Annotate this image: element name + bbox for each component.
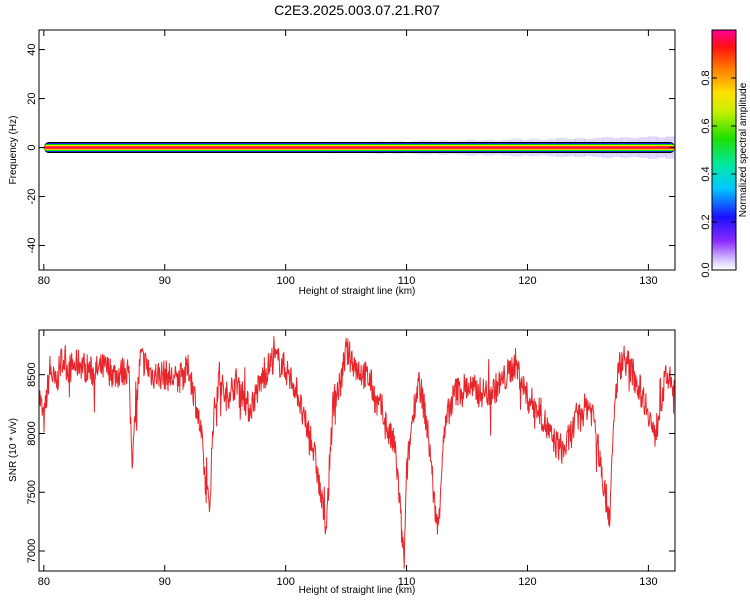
spectrogram-y-tick-label: -20	[26, 189, 38, 205]
spectrogram-x-tick-label: 120	[518, 275, 536, 287]
colorbar-tick-label: 0.0	[700, 262, 712, 277]
colorbar: 0.0 0.2 0.4 0.6 0.8 Normalized spectral ampl…	[700, 29, 749, 278]
spectrogram-panel: 80 90 100 110 120 130 -40 -20 0 20 40 Height of s…	[8, 29, 676, 297]
spectrogram-x-ticks: 80 90 100 110 120 130	[38, 30, 658, 287]
snr-x-ticks: 80 90 100 110 120 130	[38, 330, 658, 588]
colorbar-frame	[711, 29, 737, 271]
snr-y-tick-label: 8500	[26, 362, 38, 386]
spectrogram-plot-frame	[38, 29, 676, 271]
spectrogram-y-tick-label: -40	[26, 238, 38, 254]
colorbar-tick-label: 0.6	[700, 118, 712, 133]
snr-panel: 80 90 100 110 120 130 7000 7500 8000 8500 Height…	[8, 329, 676, 596]
snr-x-tick-label: 130	[639, 576, 657, 588]
snr-series-line	[39, 336, 675, 569]
snr-x-tick-label: 90	[159, 576, 171, 588]
spectrogram-y-tick-label: 40	[26, 43, 38, 55]
snr-x-tick-label: 80	[38, 576, 50, 588]
snr-y-ticks: 7000 7500 8000 8500	[26, 362, 675, 563]
spectrogram-y-axis-label: Frequency (Hz)	[8, 116, 19, 185]
snr-x-tick-label: 110	[398, 576, 416, 588]
snr-y-axis-label: SNR (10 * v/v)	[8, 418, 19, 482]
colorbar-ticks: 0.0 0.2 0.4 0.6 0.8	[700, 70, 736, 278]
spectrogram-y-ticks: -40 -20 0 20 40	[26, 43, 675, 253]
spectrogram-x-tick-label: 130	[639, 275, 657, 287]
spectrogram-x-axis-label: Height of straight line (km)	[299, 286, 416, 297]
snr-y-tick-label: 8000	[26, 421, 38, 445]
snr-x-axis-label: Height of straight line (km)	[299, 585, 416, 596]
colorbar-label: Normalized spectral amplitude	[738, 82, 749, 217]
spectrogram-x-tick-label: 100	[276, 275, 294, 287]
colorbar-tick-label: 0.4	[700, 166, 712, 181]
snr-y-tick-label: 7000	[26, 539, 38, 563]
spectrogram-band-layers	[43, 142, 675, 154]
colorbar-tick-label: 0.2	[700, 214, 712, 229]
snr-plot-frame	[38, 329, 676, 572]
snr-y-tick-label: 7500	[26, 480, 38, 504]
spectrogram-x-tick-label: 90	[159, 275, 171, 287]
spectrogram-y-tick-label: 0	[26, 144, 38, 150]
spectrogram-x-tick-label: 110	[398, 275, 416, 287]
snr-x-tick-label: 120	[518, 576, 536, 588]
figure-title: C2E3.2025.003.07.21.R07	[274, 2, 440, 18]
snr-x-tick-label: 100	[276, 576, 294, 588]
colorbar-gradient	[712, 30, 736, 270]
colorbar-tick-label: 0.8	[700, 70, 712, 85]
spectrogram-x-tick-label: 80	[38, 275, 50, 287]
spectrogram-y-tick-label: 20	[26, 92, 38, 104]
spectrogram-band	[39, 136, 675, 159]
